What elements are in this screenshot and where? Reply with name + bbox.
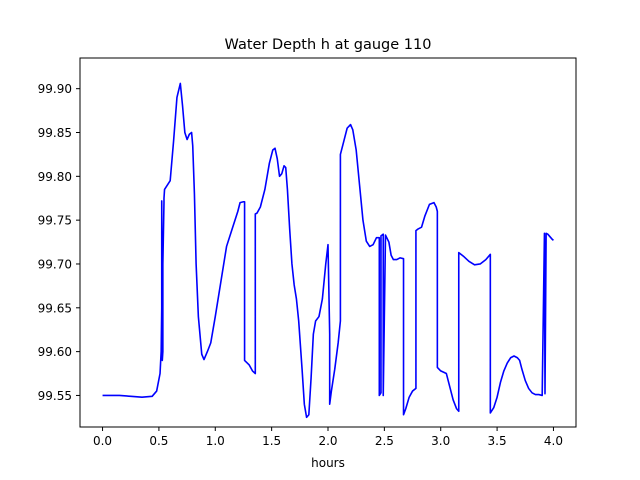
x-tick-label: 3.5 <box>488 434 507 448</box>
plot-area <box>102 82 554 419</box>
y-tick-label: 99.80 <box>38 170 72 184</box>
y-axis: 99.55 99.60 99.65 99.70 99.75 99.80 99.85 99.90 <box>38 82 80 403</box>
y-tick-label: 99.60 <box>38 345 72 359</box>
series-line-0 <box>102 82 554 419</box>
x-tick-label: 4.0 <box>544 434 563 448</box>
y-tick-label: 99.90 <box>38 82 72 96</box>
y-tick-label: 99.65 <box>38 301 72 315</box>
x-tick-label: 1.0 <box>206 434 225 448</box>
chart-title: Water Depth h at gauge 110 <box>225 37 432 53</box>
x-tick-label: 2.0 <box>318 434 337 448</box>
x-tick-label: 1.5 <box>262 434 281 448</box>
x-tick-label: 2.5 <box>375 434 394 448</box>
x-tick-label: 0.5 <box>149 434 168 448</box>
y-tick-label: 99.70 <box>38 257 72 271</box>
y-tick-label: 99.85 <box>38 126 72 140</box>
x-tick-label: 3.0 <box>431 434 450 448</box>
x-tick-label: 0.0 <box>93 434 112 448</box>
y-tick-label: 99.75 <box>38 214 72 228</box>
x-axis-label: hours <box>311 456 345 470</box>
y-tick-label: 99.55 <box>38 389 72 403</box>
x-axis: 0.0 0.5 1.0 1.5 2.0 2.5 3.0 3.5 4.0 <box>93 427 563 448</box>
